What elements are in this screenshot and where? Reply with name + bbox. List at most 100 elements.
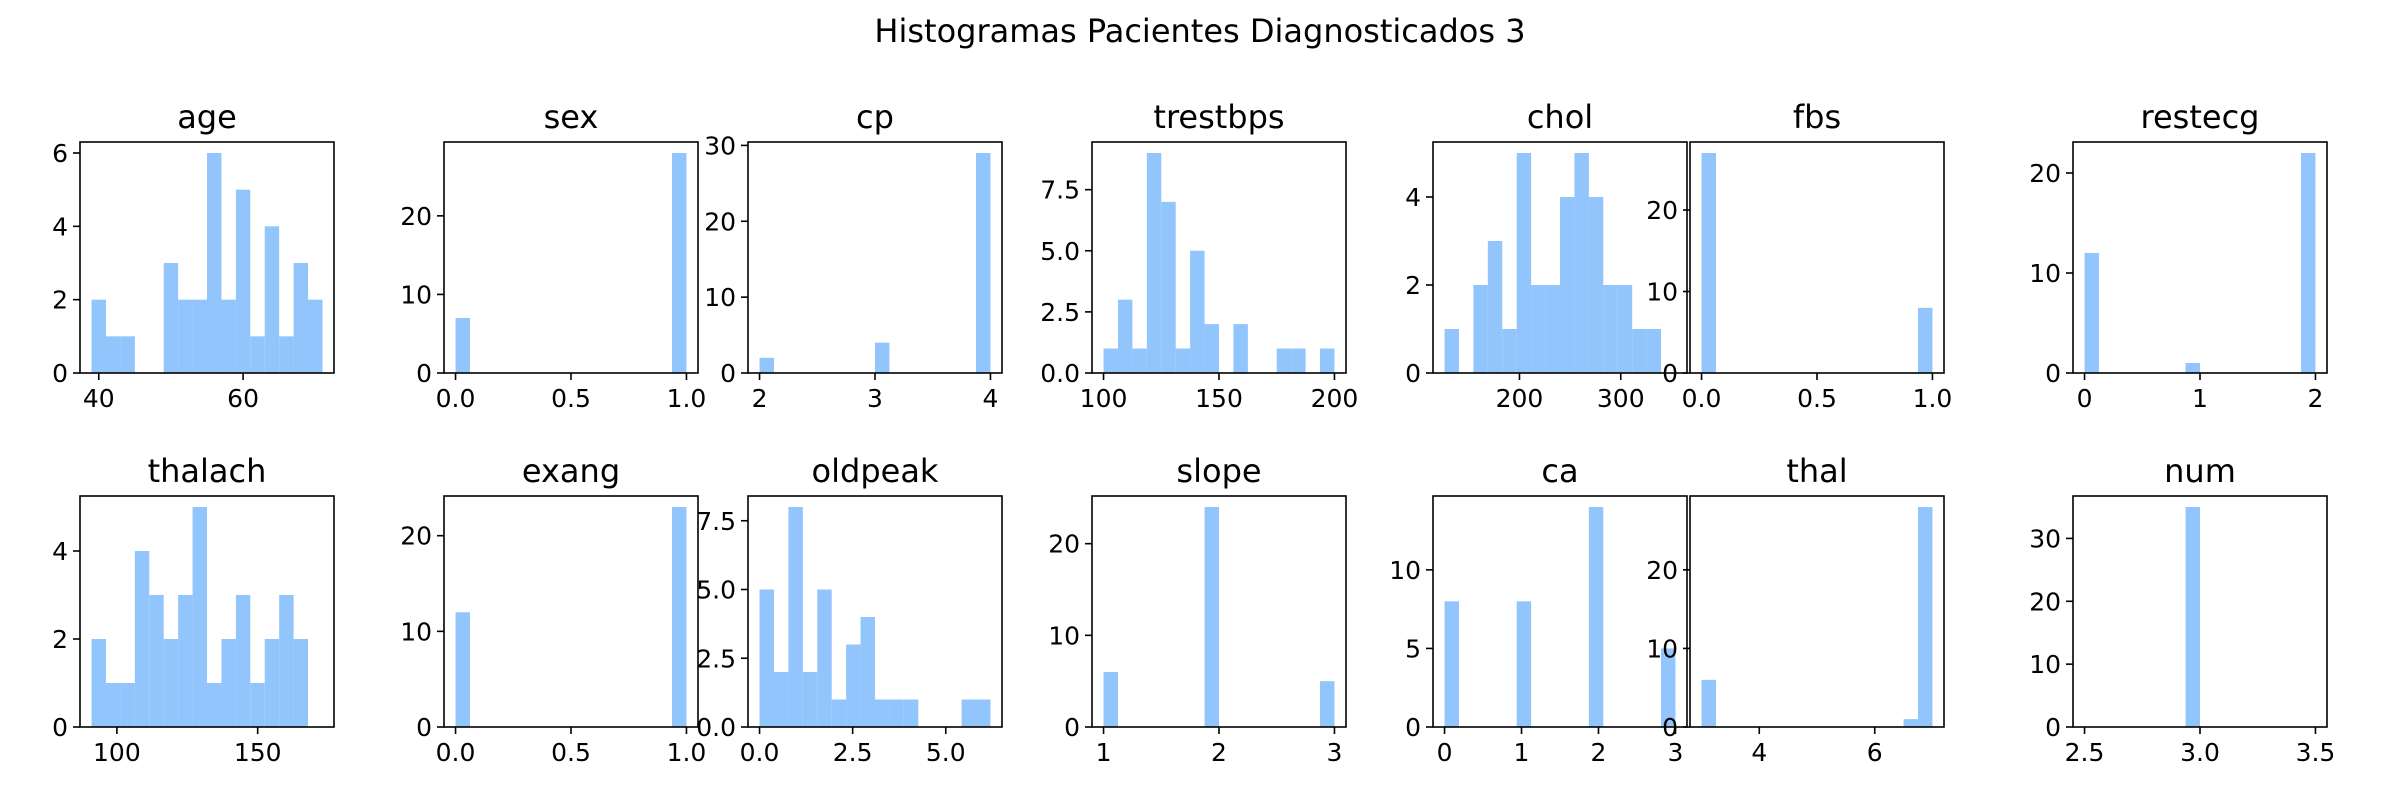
y-tick-label: 10 (1646, 634, 1678, 663)
histogram-bar (1603, 285, 1618, 373)
subplot-title: slope (1176, 452, 1261, 490)
histogram-bar (207, 683, 222, 727)
histogram-bar (250, 683, 265, 727)
y-tick-label: 20 (2029, 159, 2061, 188)
y-tick-label: 0 (1662, 359, 1678, 388)
histogram-bar (1204, 324, 1219, 373)
axes-frame (1432, 141, 1688, 374)
x-tick-label: 3.0 (2180, 738, 2220, 767)
x-tick-label: 0 (1437, 738, 1453, 767)
histogram-bar (250, 336, 265, 373)
y-tick-label: 0.0 (696, 713, 736, 742)
subplot-trestbps: trestbps 100 150 200 0.0 2.5 5.0 7.5 (1040, 98, 1358, 413)
y-tick-label: 7.5 (1040, 176, 1080, 205)
histogram-bar (773, 672, 789, 727)
histogram-bar (192, 299, 207, 373)
y-tick-label: 0 (416, 713, 432, 742)
axes-frame (2072, 141, 2328, 374)
y-tick-label: 20 (400, 202, 432, 231)
figure-title: Histogramas Pacientes Diagnosticados 3 (874, 12, 1525, 50)
histogram-bar (1588, 507, 1604, 727)
histogram-bar (235, 595, 251, 727)
subplot-title: exang (522, 452, 620, 490)
y-tick-label: 0 (720, 359, 736, 388)
histogram-bar (455, 318, 470, 373)
x-tick-label: 5.0 (926, 738, 966, 767)
histogram-bar (1190, 250, 1205, 373)
y-tick-label: 20 (400, 522, 432, 551)
histogram-bar (105, 336, 121, 373)
x-tick-label: 1 (1096, 738, 1112, 767)
histogram-bar (1291, 348, 1306, 373)
histogram-bar (2185, 363, 2200, 373)
subplot-title: fbs (1793, 98, 1841, 136)
histogram-bar (889, 699, 904, 727)
x-tick-label: 2 (1211, 738, 1227, 767)
subplot-title: cp (856, 98, 894, 136)
x-tick-label: 3.5 (2296, 738, 2336, 767)
x-tick-label: 0.0 (1682, 384, 1722, 413)
histogram-bar (293, 639, 309, 727)
axes-frame (79, 141, 335, 374)
histogram-bar (455, 612, 470, 727)
y-tick-label: 0 (2045, 359, 2061, 388)
x-tick-label: 4 (983, 384, 999, 413)
subplot-title: chol (1527, 98, 1593, 136)
histogram-bar (1175, 348, 1191, 373)
subplot-title: ca (1541, 452, 1578, 490)
histogram-bar (163, 263, 179, 373)
y-tick-label: 2 (1405, 271, 1421, 300)
x-tick-label: 0 (2077, 384, 2093, 413)
x-tick-label: 100 (93, 738, 141, 767)
x-tick-label: 2 (752, 384, 768, 413)
histogram-bar (875, 342, 890, 373)
histogram-bar (875, 699, 890, 727)
x-tick-label: 0.5 (551, 738, 591, 767)
histogram-bar (308, 299, 323, 373)
histogram-bar (1103, 348, 1118, 373)
subplot-slope: slope 1 2 3 0 10 20 (1048, 452, 1347, 767)
histogram-bar (1276, 348, 1292, 373)
histogram-bar (759, 357, 774, 373)
histogram-bar (672, 507, 687, 727)
histogram-bar (1903, 719, 1919, 727)
axes-frame (747, 141, 1003, 374)
histogram-bar (672, 153, 687, 373)
histogram-bar (91, 299, 106, 373)
x-tick-label: 40 (83, 384, 115, 413)
subplot-title: thalach (148, 452, 267, 490)
histogram-bar (1701, 153, 1716, 373)
x-tick-label: 6 (1867, 738, 1883, 767)
y-tick-label: 30 (2029, 524, 2061, 553)
x-tick-label: 60 (227, 384, 259, 413)
subplot-cp: cp 2 3 4 0 10 20 30 (704, 98, 1003, 413)
subplot-title: sex (544, 98, 599, 136)
histogram-bar (1531, 285, 1546, 373)
x-tick-label: 3 (1668, 738, 1684, 767)
histogram-bar (1516, 601, 1532, 727)
histogram-bar (1233, 324, 1248, 373)
histogram-bar (1574, 153, 1589, 373)
y-tick-label: 0 (1405, 359, 1421, 388)
histogram-bar (976, 699, 991, 727)
histogram-bar (1320, 681, 1335, 727)
subplot-oldpeak: oldpeak 0.0 2.5 5.0 0.0 2.5 5.0 7.5 (696, 452, 1003, 767)
y-tick-label: 10 (1048, 621, 1080, 650)
axes-frame (79, 495, 335, 728)
histogram-bar (1918, 507, 1933, 727)
y-tick-label: 10 (704, 283, 736, 312)
histogram-bar (1516, 153, 1532, 373)
y-tick-label: 10 (2029, 259, 2061, 288)
histogram-bar (1701, 679, 1716, 727)
histogram-bar (91, 639, 106, 727)
histogram-bar (1545, 285, 1560, 373)
subplot-thal: thal 4 6 0 10 20 (1646, 452, 1945, 767)
subplot-sex: sex 0.0 0.5 1.0 0 10 20 (400, 98, 706, 413)
x-tick-label: 200 (1311, 384, 1359, 413)
histogram-bar (279, 595, 294, 727)
subplot-thalach: thalach 100 150 0 2 4 (52, 452, 335, 767)
